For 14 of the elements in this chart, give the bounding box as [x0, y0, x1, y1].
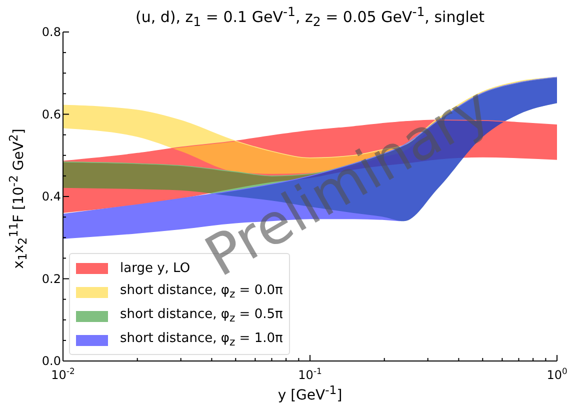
x-tick-label: 10$^{-2}$ [51, 366, 75, 382]
legend-label: short distance, φ$_{z}$ = 0.0π [120, 283, 283, 301]
legend-label: short distance, φ$_{z}$ = 1.0π [120, 331, 283, 349]
y-tick-label: 0.2 [42, 272, 61, 286]
x-tick-label: 10$^{0}$ [546, 366, 568, 382]
x-axis-title: y [GeV$^{-1}$] [276, 383, 344, 404]
y-tick-label: 0.6 [42, 107, 61, 122]
y-tick-label: 0.0 [42, 354, 61, 368]
chart-title: (u, d), z$_{1}$ = 0.1 GeV$^{-1}$, z$_{2}$ = 0.05 GeV$^{-1}$, singlet [135, 4, 484, 29]
y-tick-label: 0.4 [42, 190, 61, 204]
legend-label: short distance, φ$_{z}$ = 0.5π [120, 307, 283, 325]
x-tick-label: 10$^{-1}$ [298, 366, 322, 382]
y-tick-label: 0.8 [42, 25, 61, 39]
legend-label: large y, LO [120, 260, 190, 276]
